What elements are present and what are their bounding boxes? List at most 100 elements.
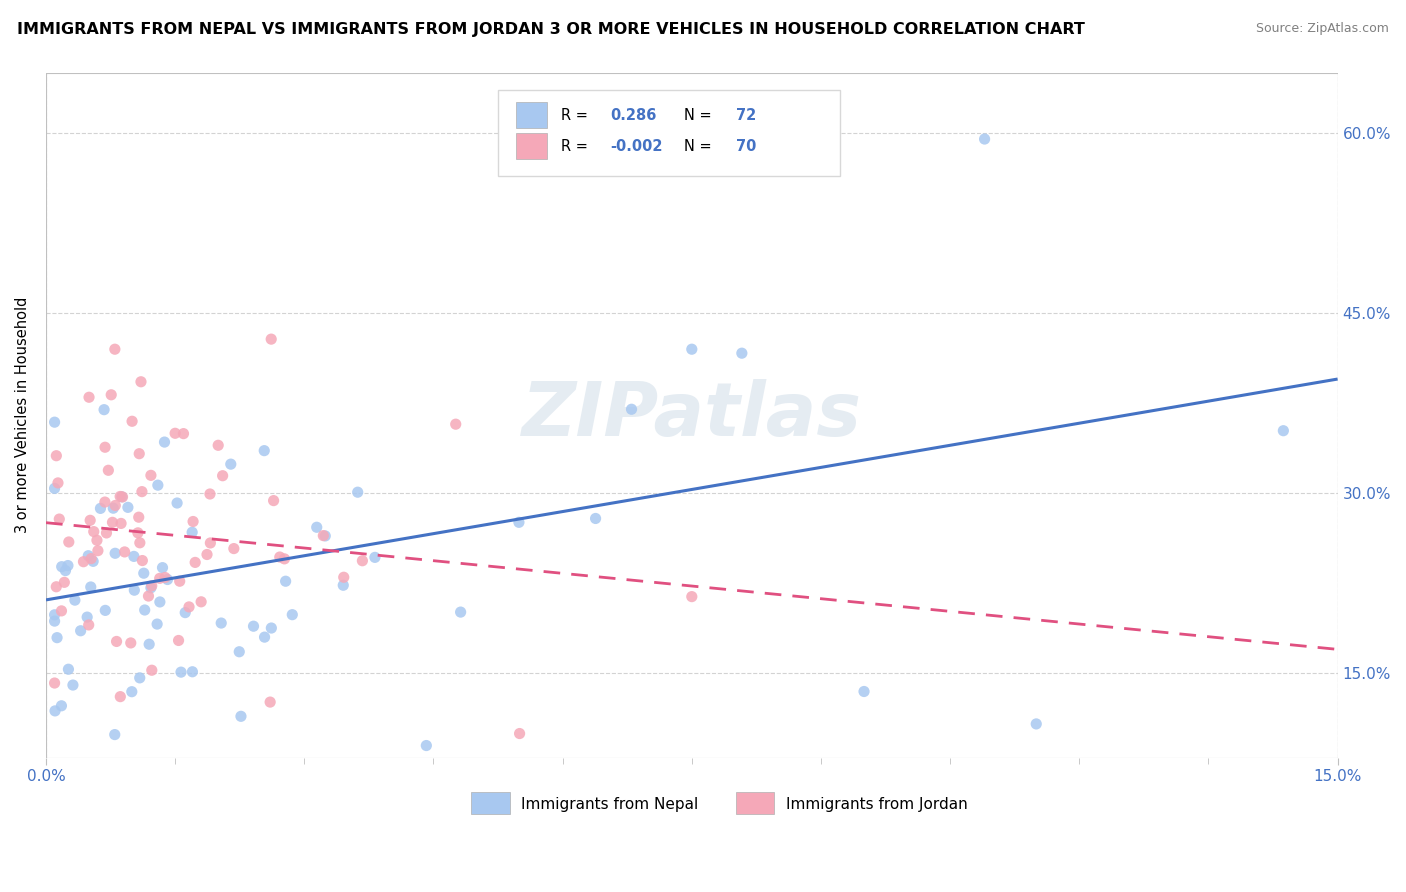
Point bbox=[87, 543, 110, 558]
Point bbox=[132, 566, 155, 581]
Point bbox=[312, 528, 335, 542]
Point bbox=[134, 603, 156, 617]
Point bbox=[219, 457, 242, 471]
Point bbox=[97, 463, 120, 477]
Point bbox=[110, 690, 132, 704]
Point bbox=[169, 574, 191, 589]
Point bbox=[166, 496, 188, 510]
Point bbox=[973, 132, 995, 146]
FancyBboxPatch shape bbox=[516, 103, 547, 128]
Point bbox=[174, 606, 197, 620]
Point bbox=[80, 580, 103, 594]
Point bbox=[242, 619, 264, 633]
Point bbox=[131, 484, 153, 499]
Point bbox=[141, 579, 163, 593]
FancyBboxPatch shape bbox=[471, 792, 510, 814]
Point bbox=[1272, 424, 1295, 438]
Text: -0.002: -0.002 bbox=[610, 139, 664, 153]
Point bbox=[111, 490, 134, 504]
Point bbox=[55, 564, 77, 578]
Point bbox=[153, 435, 176, 450]
Point bbox=[51, 559, 73, 574]
Point bbox=[198, 487, 221, 501]
Point bbox=[45, 449, 67, 463]
Text: 0.286: 0.286 bbox=[610, 108, 657, 123]
FancyBboxPatch shape bbox=[516, 133, 547, 160]
Text: R =: R = bbox=[561, 108, 593, 123]
Point bbox=[120, 636, 142, 650]
Point bbox=[332, 578, 354, 592]
Point bbox=[173, 426, 195, 441]
Text: N =: N = bbox=[685, 139, 716, 153]
Point bbox=[86, 533, 108, 548]
Point bbox=[104, 342, 127, 356]
Point bbox=[200, 536, 222, 550]
Point bbox=[260, 621, 283, 635]
FancyBboxPatch shape bbox=[735, 792, 775, 814]
Point bbox=[190, 595, 212, 609]
Point bbox=[853, 684, 876, 698]
Point bbox=[509, 726, 531, 740]
Point bbox=[100, 388, 122, 402]
Point bbox=[352, 554, 374, 568]
Point bbox=[314, 529, 336, 543]
Point bbox=[128, 510, 150, 524]
Point bbox=[138, 637, 160, 651]
Point bbox=[139, 468, 162, 483]
Point bbox=[273, 552, 295, 566]
Point bbox=[585, 511, 607, 525]
Point bbox=[82, 554, 104, 568]
Text: R =: R = bbox=[561, 139, 593, 153]
Point bbox=[44, 676, 66, 690]
Point bbox=[114, 545, 136, 559]
Point bbox=[139, 581, 162, 595]
Point bbox=[44, 482, 66, 496]
Point bbox=[121, 684, 143, 698]
Point bbox=[127, 525, 149, 540]
Point bbox=[121, 414, 143, 428]
Point bbox=[51, 698, 73, 713]
Point bbox=[58, 662, 80, 676]
Point bbox=[94, 440, 117, 454]
Point bbox=[44, 704, 66, 718]
Point bbox=[124, 583, 146, 598]
Point bbox=[269, 549, 291, 564]
Point bbox=[149, 595, 172, 609]
Point bbox=[44, 415, 66, 429]
Point bbox=[83, 524, 105, 539]
Point bbox=[731, 346, 754, 360]
Point bbox=[48, 512, 70, 526]
Point bbox=[165, 426, 187, 441]
Text: Immigrants from Jordan: Immigrants from Jordan bbox=[786, 797, 967, 812]
Point bbox=[508, 516, 530, 530]
Point bbox=[228, 645, 250, 659]
Point bbox=[153, 570, 176, 584]
Point bbox=[63, 593, 86, 607]
Point bbox=[415, 739, 437, 753]
Text: 70: 70 bbox=[735, 139, 756, 153]
Point bbox=[138, 589, 160, 603]
Point bbox=[45, 580, 67, 594]
Text: 72: 72 bbox=[735, 108, 756, 123]
Point bbox=[681, 590, 703, 604]
Point bbox=[444, 417, 467, 432]
Point bbox=[253, 443, 276, 458]
Point bbox=[274, 574, 297, 589]
Point bbox=[128, 447, 150, 461]
Point bbox=[77, 549, 100, 563]
Point bbox=[105, 634, 128, 648]
Point bbox=[103, 501, 125, 516]
Point bbox=[177, 599, 200, 614]
Point bbox=[146, 617, 169, 632]
Point bbox=[681, 342, 703, 356]
Point bbox=[79, 513, 101, 527]
Point bbox=[46, 475, 69, 490]
Point bbox=[184, 555, 207, 569]
Point bbox=[62, 678, 84, 692]
Point bbox=[181, 665, 204, 679]
Point bbox=[253, 630, 276, 644]
Point bbox=[44, 607, 66, 622]
Point bbox=[260, 332, 283, 346]
Point bbox=[156, 573, 179, 587]
Point bbox=[58, 535, 80, 549]
